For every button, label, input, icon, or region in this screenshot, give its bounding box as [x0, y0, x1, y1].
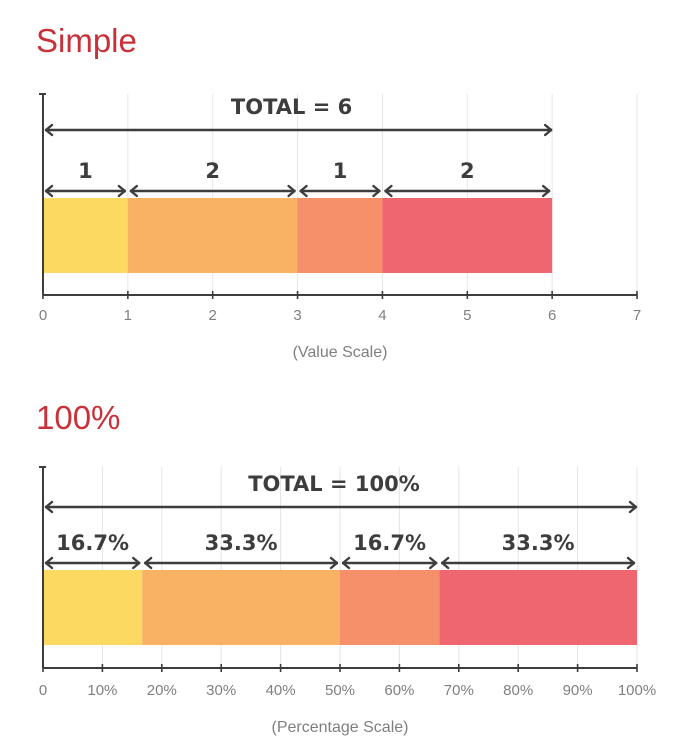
x-tick-label-pct-6: 60%: [384, 682, 414, 699]
total-dimension-simple: [44, 123, 553, 137]
chart-title-percent: 100%: [36, 399, 121, 436]
x-tick-label-simple-6: 6: [548, 307, 556, 324]
arrowhead-right: [541, 184, 551, 198]
segment-dimension-simple-3: [299, 184, 381, 198]
segment-dimension-simple-4: [384, 184, 551, 198]
segment-dimension-pct-4: [440, 556, 636, 570]
segment-label-pct-4: 33.3%: [502, 531, 575, 555]
arrowhead-left: [44, 556, 54, 570]
x-tick-label-pct-7: 70%: [444, 682, 474, 699]
arrowhead-right: [329, 556, 339, 570]
x-tick-label-simple-5: 5: [463, 307, 471, 324]
total-dimension-pct: [44, 500, 638, 514]
arrowhead-left: [44, 184, 54, 198]
arrowhead-left: [384, 184, 393, 198]
segment-label-pct-2: 33.3%: [205, 531, 278, 555]
bar-segment-pct-4: [439, 570, 637, 645]
segment-label-pct-3: 16.7%: [353, 531, 426, 555]
x-tick-label-pct-10: 100%: [618, 682, 656, 699]
total-label-pct: TOTAL = 100%: [248, 472, 420, 496]
bar-segment-simple-4: [382, 198, 553, 273]
arrowhead-left: [129, 184, 139, 198]
arrowhead-right: [117, 184, 127, 198]
x-tick-label-simple-3: 3: [293, 307, 301, 324]
segment-dimension-pct-3: [341, 556, 438, 570]
arrowhead-right: [287, 184, 296, 198]
arrowhead-left: [341, 556, 351, 570]
x-tick-label-simple-4: 4: [378, 307, 386, 324]
arrowhead-right: [372, 184, 381, 198]
segment-dimension-pct-2: [143, 556, 339, 570]
x-tick-label-simple-0: 0: [39, 307, 47, 324]
bar-segment-simple-1: [43, 198, 128, 273]
segment-dimension-simple-2: [129, 184, 296, 198]
bar-segment-simple-3: [297, 198, 383, 273]
segment-label-simple-1: 1: [78, 159, 93, 183]
segment-label-simple-2: 2: [205, 159, 220, 183]
arrowhead-right: [628, 500, 638, 514]
arrowhead-right: [626, 556, 636, 570]
x-tick-label-pct-4: 40%: [266, 682, 296, 699]
x-tick-label-pct-9: 90%: [563, 682, 593, 699]
x-tick-label-pct-0: 0: [39, 682, 47, 699]
x-tick-label-pct-3: 30%: [206, 682, 236, 699]
x-tick-label-simple-7: 7: [633, 307, 641, 324]
segment-label-pct-1: 16.7%: [56, 531, 129, 555]
arrowhead-left: [44, 500, 54, 514]
bar-segment-pct-2: [142, 570, 340, 645]
segment-label-simple-3: 1: [333, 159, 348, 183]
arrowhead-right: [428, 556, 438, 570]
bar-segment-pct-1: [43, 570, 143, 645]
x-tick-label-pct-5: 50%: [325, 682, 355, 699]
x-tick-label-simple-2: 2: [209, 307, 217, 324]
stacked-bar-chart-simple: 0 1 2 3 4 5 6 7 (Value Scale) TOTAL = 6 1 2 1 2: [39, 93, 641, 361]
x-tick-label-simple-1: 1: [124, 307, 132, 324]
arrowhead-left: [143, 556, 153, 570]
bar-segment-pct-3: [340, 570, 440, 645]
bar-segment-simple-2: [127, 198, 298, 273]
arrowhead-left: [44, 123, 54, 137]
chart-title-simple: Simple: [36, 22, 137, 59]
arrowhead-right: [543, 123, 553, 137]
arrowhead-left: [440, 556, 450, 570]
segment-dimension-simple-1: [44, 184, 127, 198]
segment-label-simple-4: 2: [460, 159, 475, 183]
x-tick-label-pct-8: 80%: [503, 682, 533, 699]
x-axis-caption-pct: (Percentage Scale): [272, 719, 409, 736]
segment-dimension-pct-1: [44, 556, 141, 570]
total-label-simple: TOTAL = 6: [231, 95, 352, 119]
x-axis-caption-simple: (Value Scale): [293, 344, 388, 361]
x-tick-label-pct-2: 20%: [147, 682, 177, 699]
x-tick-label-pct-1: 10%: [87, 682, 117, 699]
arrowhead-right: [131, 556, 141, 570]
arrowhead-left: [299, 184, 308, 198]
